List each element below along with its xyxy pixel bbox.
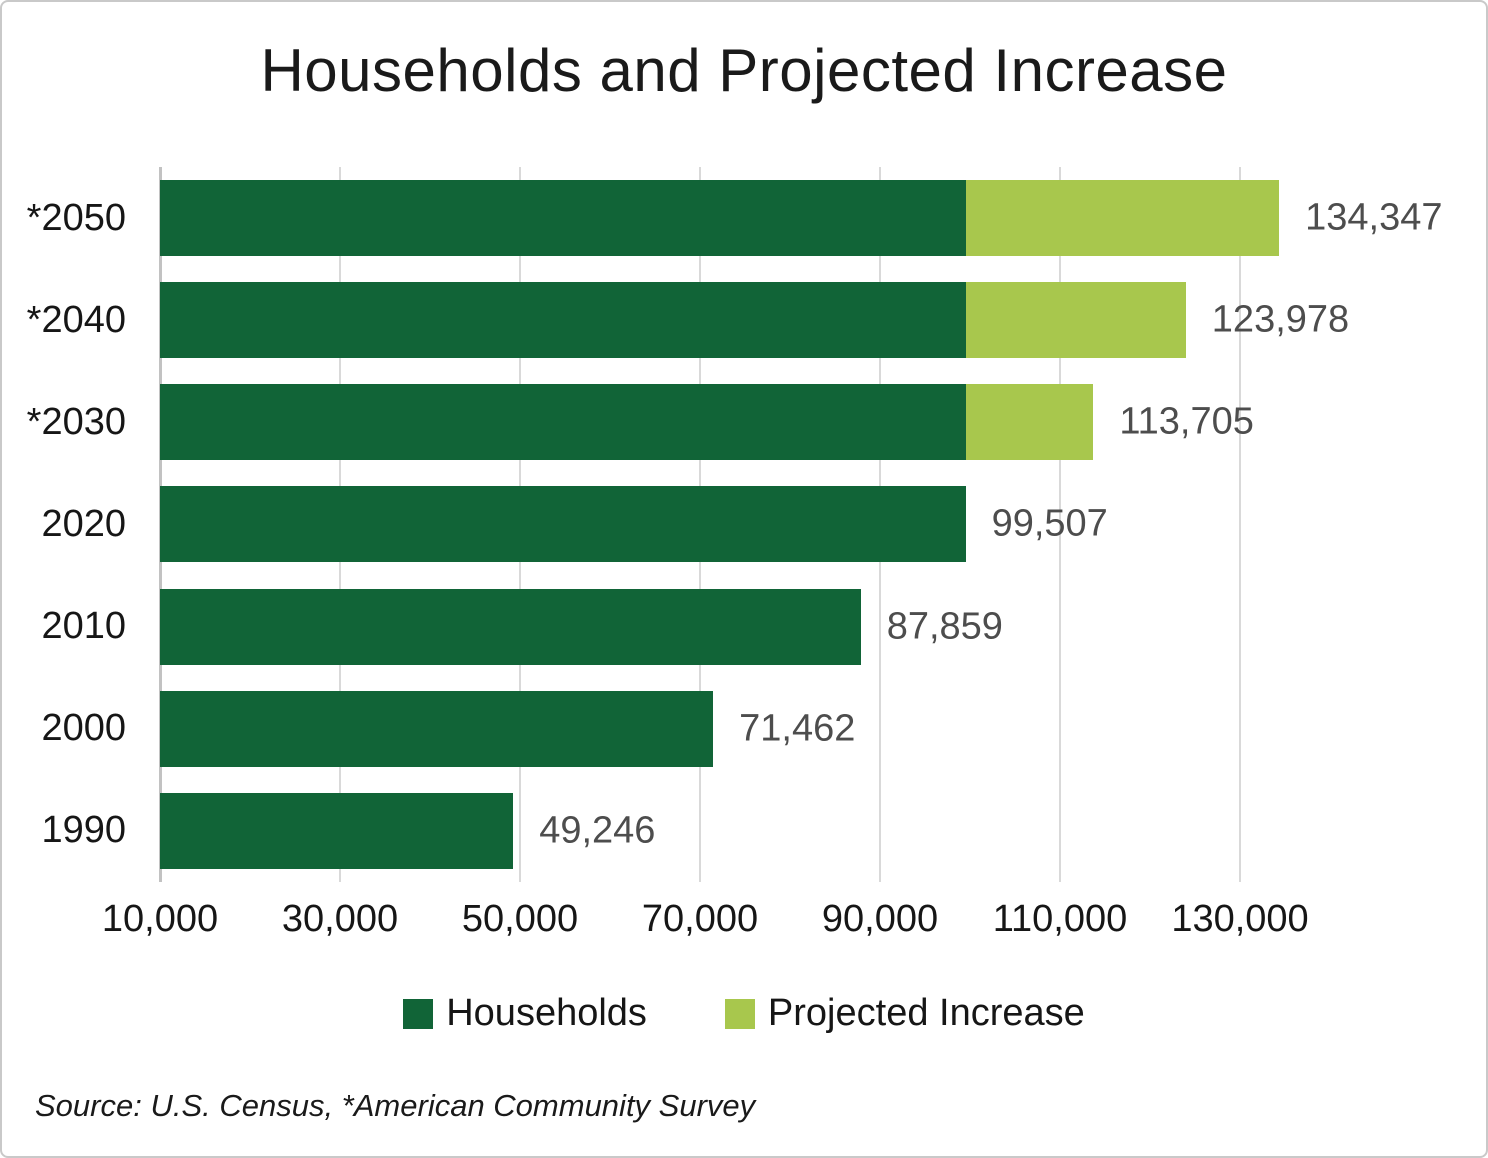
category-label: 2000 [41, 707, 126, 750]
legend: Households Projected Increase [2, 992, 1486, 1035]
bar-series: 134,347 123,978 113,705 99,507 87,859 71,462 4… [160, 167, 1442, 882]
source-note: Source: U.S. Census, *American Community… [35, 1088, 756, 1123]
chart-title: Households and Projected Increase [260, 37, 1228, 104]
bar-value-label: 113,705 [1119, 400, 1254, 443]
bar-value-label: 99,507 [991, 502, 1108, 545]
legend-swatch [724, 998, 755, 1029]
category-label: 1990 [41, 809, 126, 852]
stacked-bar [160, 282, 1186, 359]
x-tick-label: 130,000 [1171, 898, 1309, 940]
stacked-bar [160, 486, 966, 563]
category-label: *2050 [26, 196, 126, 239]
households-segment [160, 588, 861, 665]
projected-increase-segment [965, 282, 1186, 359]
x-gridline [1239, 167, 1241, 882]
projected-increase-segment [965, 384, 1094, 461]
category-label: 2010 [41, 605, 126, 648]
households-segment [160, 384, 966, 461]
legend-label: Projected Increase [767, 992, 1085, 1034]
bar-value-label: 49,246 [539, 809, 656, 852]
legend-swatch [403, 998, 434, 1029]
category-label: *2030 [26, 400, 126, 443]
bar-row: 87,859 [160, 576, 1330, 678]
stacked-bar [160, 588, 861, 665]
bar-value-label: 71,462 [739, 707, 856, 750]
households-segment [160, 690, 714, 767]
x-tick-label: 30,000 [281, 898, 399, 940]
bar-value-label: 134,347 [1305, 196, 1443, 239]
x-tick-label: 90,000 [821, 898, 939, 940]
category-label: *2040 [26, 298, 126, 341]
bar-value-label: 87,859 [886, 605, 1003, 648]
bar-row: 49,246 [160, 780, 1330, 882]
x-gridline [1059, 167, 1061, 882]
households-segment [160, 180, 966, 257]
stacked-bar [160, 690, 714, 767]
x-axis: 10,000 30,000 50,000 70,000 90,000 110,000 130… [102, 898, 1330, 946]
legend-item: Households [403, 992, 647, 1035]
households-segment [160, 282, 966, 359]
stacked-bar [160, 792, 514, 869]
plot-area: 134,347 123,978 113,705 99,507 87,859 71,462 4… [159, 167, 1442, 882]
bar-row: 113,705 [160, 371, 1330, 473]
stacked-bar [160, 384, 1094, 461]
bar-row: 99,507 [160, 473, 1330, 575]
x-tick-label: 50,000 [461, 898, 579, 940]
x-tick-label: 10,000 [101, 898, 219, 940]
x-tick-label: 110,000 [992, 898, 1128, 940]
households-segment [160, 486, 966, 563]
x-tick-label: 70,000 [641, 898, 759, 940]
category-label: 2020 [41, 502, 126, 545]
stacked-bar [160, 180, 1280, 257]
bar-row: 123,978 [160, 269, 1349, 371]
bar-value-label: 123,978 [1211, 298, 1350, 341]
bar-row: 134,347 [160, 167, 1442, 269]
legend-label: Households [446, 992, 647, 1034]
households-segment [160, 792, 514, 869]
y-axis-category-labels: *2050 *2040 *2030 2020 2010 2000 1990 [2, 167, 126, 882]
projected-increase-segment [965, 180, 1280, 257]
legend-item: Projected Increase [724, 992, 1085, 1035]
bar-row: 71,462 [160, 678, 1330, 780]
